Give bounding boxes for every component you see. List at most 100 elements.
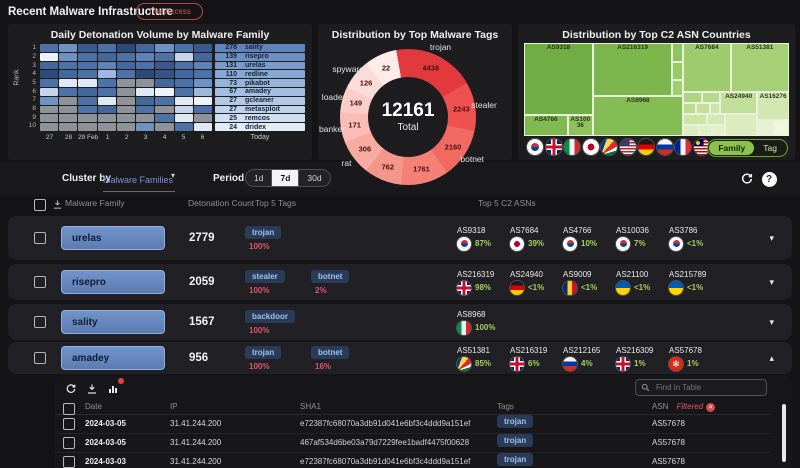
tag-chip[interactable]: stealer: [245, 269, 285, 283]
detonation-count: 2779: [189, 232, 215, 244]
clear-filter-icon[interactable]: ✕: [706, 403, 716, 412]
subtable-download-button[interactable]: [84, 381, 100, 397]
row-checkbox[interactable]: [63, 437, 75, 449]
heatmap-cell: [59, 61, 78, 70]
toggle-tag-button[interactable]: Tag: [754, 141, 786, 155]
heatmap-cell: [193, 96, 212, 105]
family-row-risepro[interactable]: risepro 2059 stealer 100% botnet 2% AS216319 98…: [8, 264, 792, 300]
heatmap-cell: [155, 123, 174, 131]
detonation-tags: trojan: [497, 453, 534, 466]
family-name-pill[interactable]: sality: [61, 310, 165, 334]
kr-flag-icon: [616, 236, 630, 251]
period-30d-button[interactable]: 30d: [299, 170, 330, 186]
detonation-row[interactable]: 2024-03-03 31.41.244.200 e72387fc68070a3db…: [55, 453, 770, 468]
asn-flag-percent: 4%: [563, 356, 616, 371]
subtable-refresh-button[interactable]: [63, 381, 79, 397]
kr-flag-icon[interactable]: [527, 139, 543, 155]
family-name-pill[interactable]: amadey: [61, 346, 165, 370]
refresh-icon: [741, 173, 753, 184]
heatmap-cell: [193, 114, 212, 123]
my-flag-icon[interactable]: [693, 139, 710, 155]
x-axis-tick: 29 Feb: [77, 134, 99, 141]
family-name-pill[interactable]: risepro: [61, 270, 165, 294]
kr-flag-icon: [457, 236, 471, 251]
de-flag-icon[interactable]: [638, 139, 654, 155]
it-flag-icon[interactable]: [564, 139, 580, 155]
asn-name: AS51381: [457, 345, 490, 355]
treemap-cell: [683, 124, 699, 136]
treemap-cell-label: AS9318: [546, 44, 571, 51]
tag-chip[interactable]: botnet: [311, 269, 350, 283]
heatmap-cell: [40, 96, 59, 105]
heatmap-cell: [116, 52, 136, 61]
subtable-scrollbar[interactable]: [782, 404, 786, 462]
tag-item: stealer 100%: [245, 269, 297, 295]
row-checkbox[interactable]: [34, 352, 46, 364]
family-name-pill[interactable]: urelas: [61, 226, 165, 250]
detonation-ip: 31.41.244.200: [170, 457, 222, 466]
family-row-sality[interactable]: sality 1567 backdoor 100% AS8968 100% ▾: [8, 304, 792, 340]
row-expander-icon[interactable]: ▾: [769, 276, 774, 287]
sc-flag-icon[interactable]: [601, 139, 617, 155]
legend-family-name: metasploit: [245, 105, 281, 113]
family-row-urelas[interactable]: urelas 2779 trojan 100% AS9318 87% AS7684 39% AS…: [8, 216, 792, 260]
tag-chip[interactable]: trojan: [497, 415, 534, 428]
donut-slice-label: loader: [321, 92, 346, 103]
jp-flag-icon[interactable]: [582, 139, 599, 155]
row-checkbox[interactable]: [63, 456, 75, 468]
asn-item: AS7684 39%: [510, 226, 563, 251]
row-checkbox[interactable]: [63, 418, 75, 430]
x-axis-tick: 27: [45, 134, 54, 141]
find-in-table-search[interactable]: [635, 379, 767, 396]
search-input[interactable]: [654, 382, 761, 393]
help-button[interactable]: ?: [760, 170, 778, 188]
asn-percent: 87%: [475, 239, 492, 248]
heatmap-cell: [155, 88, 174, 96]
asn-flag-percent: 98%: [457, 280, 510, 295]
tag-chip[interactable]: backdoor: [245, 309, 296, 323]
tag-chip[interactable]: trojan: [245, 225, 282, 239]
asn-percent: 39%: [528, 239, 545, 248]
cluster-by-dropdown[interactable]: Malware Families ▾: [103, 170, 175, 192]
treemap-cell: [672, 43, 683, 62]
asn-flag-percent: 10%: [563, 236, 616, 251]
top-bar: Recent Malware Infrastructure Trial Acce…: [0, 0, 800, 24]
subtable-select-all-checkbox[interactable]: [63, 403, 75, 415]
tag-chip[interactable]: trojan: [497, 434, 534, 447]
asn-percent: 1%: [634, 359, 646, 368]
select-all-checkbox[interactable]: [34, 199, 46, 211]
asn-flag-percent: 1%: [669, 356, 722, 371]
x-axis-tick: 3: [143, 134, 148, 141]
period-7d-button[interactable]: 7d: [272, 170, 300, 186]
detonation-row[interactable]: 2024-03-05 31.41.244.200 e72387fc68070a3db…: [55, 415, 770, 434]
detonation-row[interactable]: 2024-03-05 31.41.244.200 467af534d6be03a79…: [55, 434, 770, 453]
subtable-column-ip: IP: [170, 402, 178, 411]
row-expander-icon[interactable]: ▴: [769, 352, 774, 363]
toggle-family-button[interactable]: Family: [709, 141, 755, 155]
subtable-chart-button[interactable]: [105, 378, 124, 397]
tag-chip[interactable]: trojan: [497, 453, 534, 466]
us-flag-icon[interactable]: [619, 139, 636, 155]
row-checkbox[interactable]: [34, 276, 46, 288]
period-1d-button[interactable]: 1d: [246, 170, 273, 186]
rank-tick: 3: [32, 61, 36, 69]
asn-item: AS24940 <1%: [510, 270, 563, 295]
treemap-cell-label: AS16276: [759, 93, 787, 101]
family-row-amadey[interactable]: amadey 956 trojan 100% botnet 16% AS51381 85% AS…: [8, 342, 792, 374]
tag-chip[interactable]: trojan: [245, 345, 282, 359]
heatmap-cell: [97, 70, 116, 79]
refresh-button[interactable]: [738, 170, 756, 188]
download-icon[interactable]: [52, 199, 63, 210]
tag-chip[interactable]: botnet: [311, 345, 350, 359]
asn-item: AS9009 <1%: [563, 270, 616, 295]
ru-flag-icon[interactable]: [656, 139, 673, 155]
asn-percent: 7%: [634, 239, 646, 248]
row-expander-icon[interactable]: ▾: [769, 232, 774, 243]
fr-flag-icon[interactable]: [675, 139, 691, 155]
row-checkbox[interactable]: [34, 232, 46, 244]
gb-flag-icon[interactable]: [545, 139, 562, 155]
heatmap-cell: [136, 123, 155, 131]
row-expander-icon[interactable]: ▾: [769, 316, 774, 327]
treemap-cell-label: AS216319: [617, 44, 648, 51]
row-checkbox[interactable]: [34, 316, 46, 328]
